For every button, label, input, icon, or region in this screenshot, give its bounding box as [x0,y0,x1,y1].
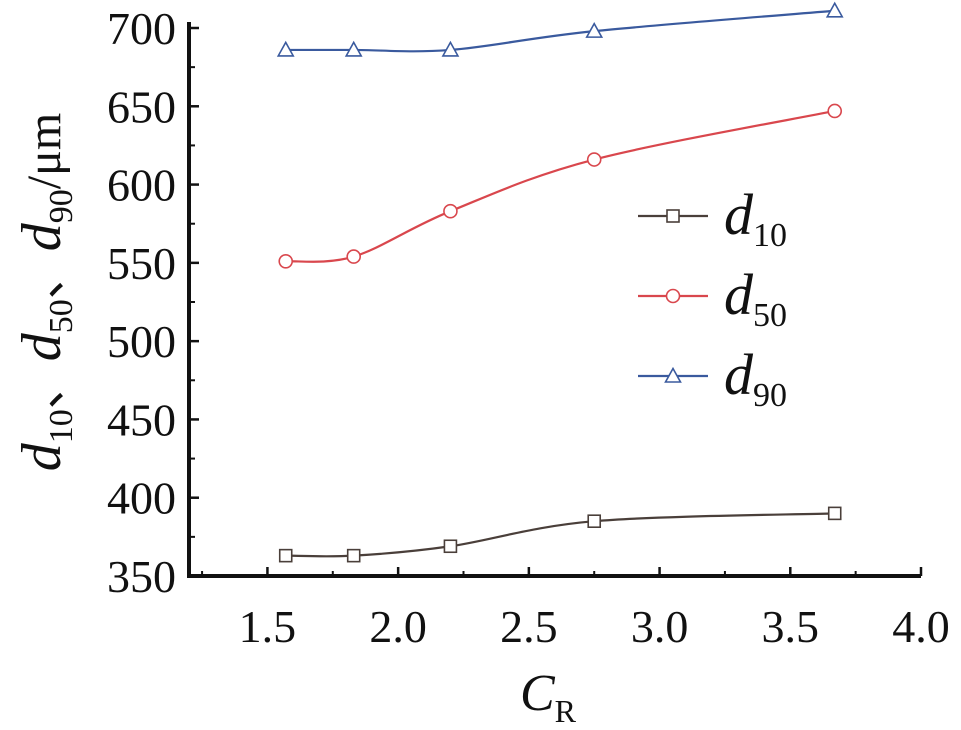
y-tick-label: 350 [107,551,176,602]
y-axis-title-sep: 、 [18,251,71,299]
data-point [346,249,362,264]
x-tick-label: 3.0 [631,601,689,652]
legend-label-main: d [724,342,754,407]
y-axis-title-main: d [11,442,73,471]
legend-swatch-marker [665,288,681,304]
y-axis-title: d10、d50、d90/μm [11,113,80,471]
legend-swatch-marker [666,209,680,223]
y-axis-title-main: d [11,332,73,361]
legend-label-sub: 50 [753,297,787,334]
data-point [586,152,602,167]
data-point [443,539,458,554]
x-tick-label: 2.5 [500,601,558,652]
y-tick-label: 450 [107,394,176,445]
y-tick-label: 400 [107,473,176,524]
x-axis-ticks: 1.5 2.0 2.5 3.0 3.5 4.0 [201,567,950,652]
series-d10 [278,506,842,563]
y-tick-label: 600 [107,160,176,211]
y-axis-title-sep: /μm [18,113,71,189]
data-point [587,514,602,529]
x-tick-label: 4.0 [892,601,950,652]
data-point [278,253,294,269]
series-d90 [276,1,844,57]
legend-label: d90 [724,342,787,414]
data-point [276,40,295,57]
x-tick-label: 1.5 [239,601,297,652]
y-axis-title-main: d [11,222,73,251]
y-axis-title-sub: 10 [43,409,80,443]
y-axis-title-sep: 、 [18,361,71,409]
legend-label-main: d [724,262,754,327]
y-tick-label: 550 [107,238,176,289]
legend-item: d90 [638,342,787,414]
legend-item: d10 [638,182,787,254]
legend-item: d50 [638,262,787,334]
y-axis-ticks: 350 400 450 500 550 600 650 700 [107,3,199,602]
legend-label-sub: 90 [753,377,787,414]
x-axis-title-sub: R [555,693,577,729]
data-point [827,103,843,119]
legend-label: d10 [724,182,787,254]
y-axis-title-sub: 90 [43,189,80,223]
data-point [278,548,293,563]
x-tick-label: 2.0 [369,601,427,652]
data-point [344,40,363,57]
legend-label-sub: 10 [753,217,787,254]
x-axis-title-main: C [520,665,556,722]
data-point [827,506,842,521]
data-point [585,21,604,38]
x-axis-title: CR [520,665,577,729]
series-d50 [278,103,843,269]
x-tick-label: 3.5 [762,601,820,652]
plot-frame [187,22,921,578]
data-point [825,1,844,18]
data-point [441,40,460,57]
legend-label-main: d [724,182,754,247]
data-point [443,203,458,219]
y-tick-label: 500 [107,316,176,367]
legend-label: d50 [724,262,787,334]
series-line [285,9,835,53]
y-tick-label: 700 [107,3,176,54]
y-axis-title-sub: 50 [43,299,80,333]
y-tick-label: 650 [107,81,176,132]
data-point [346,548,361,563]
legend-swatch-marker [664,366,682,383]
series-line [285,512,835,558]
series-layer [276,1,844,563]
